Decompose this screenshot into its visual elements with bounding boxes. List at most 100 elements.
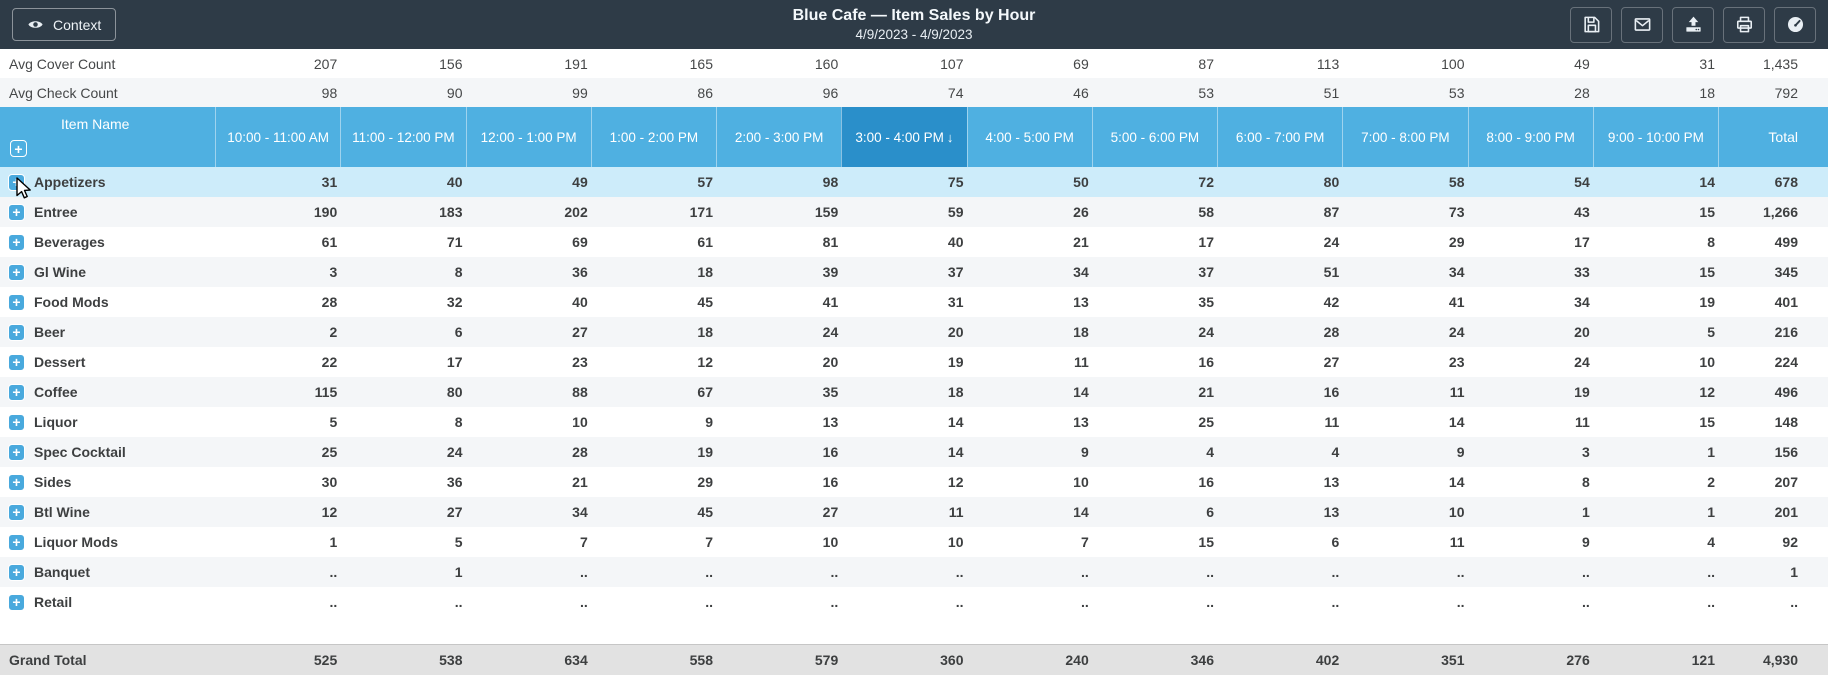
table-row[interactable]: + Btl Wine 12 27 34 45 27 11 14 6 13 10 1 1 201 bbox=[0, 497, 1828, 527]
upload-button[interactable] bbox=[1672, 6, 1714, 43]
expand-row-icon[interactable]: + bbox=[8, 593, 25, 611]
summary-value: 207 bbox=[313, 55, 338, 72]
column-header-label: 9:00 - 10:00 PM bbox=[1607, 129, 1704, 145]
table-row[interactable]: + Dessert 22 17 23 12 20 19 11 16 27 23 24 10 224 bbox=[0, 347, 1828, 377]
cell-value: 18 bbox=[1073, 324, 1089, 340]
row-total: 1 bbox=[1790, 564, 1798, 580]
summary-value: 51 bbox=[1323, 84, 1340, 101]
print-button[interactable] bbox=[1723, 6, 1765, 43]
summary-value: 53 bbox=[1448, 84, 1465, 101]
column-header-hour[interactable]: 11:00 - 12:00 PM bbox=[340, 107, 465, 167]
expand-row-icon[interactable]: + bbox=[8, 473, 25, 491]
column-header-hour[interactable]: 8:00 - 9:00 PM bbox=[1467, 107, 1593, 167]
table-row[interactable]: + Liquor 5 8 10 9 13 14 13 25 11 14 11 15 148 bbox=[0, 407, 1828, 437]
cell-value: 88 bbox=[572, 384, 588, 400]
expand-row-icon[interactable]: + bbox=[8, 203, 25, 221]
column-header-hour[interactable]: 2:00 - 3:00 PM bbox=[716, 107, 841, 167]
cell-value: 4 bbox=[1206, 444, 1214, 460]
expand-row-icon[interactable]: + bbox=[8, 233, 25, 251]
item-name: Banquet bbox=[34, 564, 90, 580]
column-header-hour[interactable]: 3:00 - 4:00 PM ↓ bbox=[841, 107, 967, 167]
table-row[interactable]: + Spec Cocktail 25 24 28 19 16 14 9 4 4 9 3 1 156 bbox=[0, 437, 1828, 467]
item-name-header[interactable]: Item Name + bbox=[0, 107, 215, 167]
column-header-hour[interactable]: 9:00 - 10:00 PM bbox=[1592, 107, 1718, 167]
column-header-hour[interactable]: 1:00 - 2:00 PM bbox=[590, 107, 716, 167]
cell-value: 14 bbox=[1448, 474, 1465, 490]
column-header-hour[interactable]: 12:00 - 1:00 PM bbox=[465, 107, 591, 167]
summary-section: Avg Cover Count 207 156 191 165 160 107 69 87 113… bbox=[0, 49, 1828, 107]
cell-value: 5 bbox=[329, 414, 338, 430]
cell-value: 23 bbox=[1448, 354, 1465, 370]
expand-row-icon[interactable]: + bbox=[8, 353, 25, 371]
grand-total-value: 558 bbox=[689, 652, 713, 668]
cell-value: 1 bbox=[1707, 504, 1715, 520]
column-header-hour[interactable]: 7:00 - 8:00 PM bbox=[1342, 107, 1467, 167]
save-button[interactable] bbox=[1570, 6, 1612, 43]
table-row[interactable]: + Banquet.. 1.................... 1 bbox=[0, 557, 1828, 587]
cell-value: .. bbox=[830, 594, 839, 610]
expand-row-icon[interactable]: + bbox=[8, 293, 25, 311]
expand-row-icon[interactable]: + bbox=[8, 173, 25, 191]
expand-row-icon[interactable]: + bbox=[8, 443, 25, 461]
column-header-hour[interactable]: 10:00 - 11:00 AM bbox=[215, 107, 340, 167]
expand-row-icon[interactable]: + bbox=[8, 383, 25, 401]
expand-row-icon[interactable]: + bbox=[8, 323, 25, 341]
cell-value: 11 bbox=[1449, 534, 1465, 550]
item-name-header-label: Item Name bbox=[61, 116, 130, 132]
cell-value: 14 bbox=[947, 444, 964, 460]
expand-row-icon[interactable]: + bbox=[8, 503, 25, 521]
context-button[interactable]: Context bbox=[12, 8, 117, 41]
expand-all-icon[interactable]: + bbox=[10, 140, 27, 157]
table-row[interactable]: + Appetizers 31 40 49 57 98 75 50 72 80 58 54 14 678 bbox=[0, 167, 1828, 197]
table-row[interactable]: + Beer 2 6 27 18 24 20 18 24 28 24 20 5 216 bbox=[0, 317, 1828, 347]
cell-value: 19 bbox=[697, 444, 713, 460]
table-row[interactable]: + Retail.......................... bbox=[0, 587, 1828, 617]
table-row[interactable]: + Entree 190 183 202 171 159 59 26 58 87 73 43 15 1,26… bbox=[0, 197, 1828, 227]
cell-value: 21 bbox=[1073, 234, 1089, 250]
cell-value: 43 bbox=[1574, 204, 1590, 220]
cell-value: 8 bbox=[454, 414, 463, 430]
item-name-cell: + Banquet bbox=[0, 563, 215, 581]
cell-value: 20 bbox=[1574, 324, 1590, 340]
table-row[interactable]: + Gl Wine 3 8 36 18 39 37 34 37 51 34 33 15 345 bbox=[0, 257, 1828, 287]
column-header-label: 4:00 - 5:00 PM bbox=[985, 129, 1074, 145]
table-row[interactable]: + Food Mods 28 32 40 45 41 31 13 35 42 41 34 19 401 bbox=[0, 287, 1828, 317]
cell-value: 24 bbox=[446, 444, 463, 460]
column-header-label: 3:00 - 4:00 PM bbox=[855, 129, 944, 145]
grand-total-value: 276 bbox=[1566, 652, 1590, 668]
cell-value: 31 bbox=[947, 294, 964, 310]
summary-value: 31 bbox=[1699, 55, 1715, 72]
summary-row: Avg Cover Count 207 156 191 165 160 107 69 87 113… bbox=[0, 49, 1828, 78]
total-column-header[interactable]: Total bbox=[1718, 107, 1828, 167]
table-row[interactable]: + Liquor Mods 1 5 7 7 10 10 7 15 6 11 9 4 92 bbox=[0, 527, 1828, 557]
table-row[interactable]: + Sides 30 36 21 29 16 12 10 16 13 14 8 2 207 bbox=[0, 467, 1828, 497]
summary-row-label: Avg Check Count bbox=[9, 84, 118, 101]
summary-value: 49 bbox=[1574, 55, 1590, 72]
cell-value: .. bbox=[579, 564, 588, 580]
table-row[interactable]: + Beverages 61 71 69 61 81 40 21 17 24 29 17 8 499 bbox=[0, 227, 1828, 257]
cell-value: 50 bbox=[1073, 174, 1089, 190]
cell-value: 12 bbox=[1699, 384, 1715, 400]
cell-value: .. bbox=[1206, 594, 1214, 610]
table-row[interactable]: + Coffee 115 80 88 67 35 18 14 21 16 11 19 12 496 bbox=[0, 377, 1828, 407]
column-header-hour[interactable]: 5:00 - 6:00 PM bbox=[1091, 107, 1217, 167]
expand-row-icon[interactable]: + bbox=[8, 533, 25, 551]
column-header-hour[interactable]: 6:00 - 7:00 PM bbox=[1217, 107, 1342, 167]
cell-value: 61 bbox=[321, 234, 338, 250]
row-total: 496 bbox=[1774, 384, 1798, 400]
cell-value: 81 bbox=[822, 234, 839, 250]
cell-value: 29 bbox=[697, 474, 713, 490]
cell-value: 16 bbox=[822, 474, 839, 490]
email-button[interactable] bbox=[1621, 6, 1663, 43]
column-header-hour[interactable]: 4:00 - 5:00 PM bbox=[966, 107, 1092, 167]
item-name-cell: + Dessert bbox=[0, 353, 215, 371]
cell-value: .. bbox=[1331, 594, 1340, 610]
cell-value: 36 bbox=[446, 474, 463, 490]
cell-value: .. bbox=[955, 594, 964, 610]
cell-value: 22 bbox=[321, 354, 338, 370]
dashboard-button[interactable] bbox=[1774, 6, 1816, 43]
expand-row-icon[interactable]: + bbox=[8, 563, 25, 581]
expand-row-icon[interactable]: + bbox=[8, 263, 25, 281]
expand-row-icon[interactable]: + bbox=[8, 413, 25, 431]
